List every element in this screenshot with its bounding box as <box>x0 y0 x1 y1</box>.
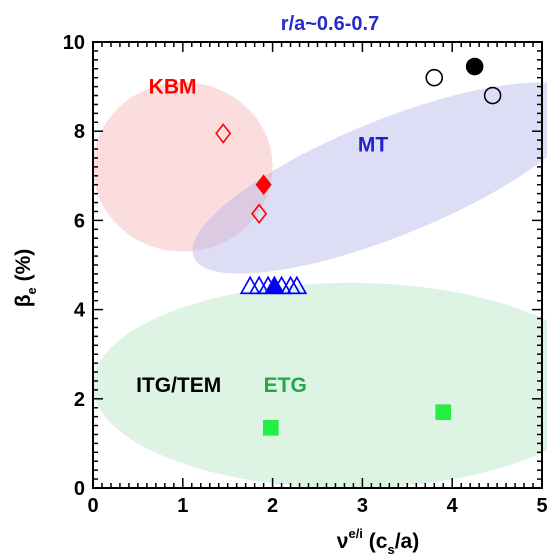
region-itg-tem-ellipse <box>93 282 547 488</box>
x-axis-label-paren-open: (c <box>363 530 388 553</box>
data-point-triangle-open <box>286 275 308 295</box>
x-axis-label-sub: s <box>387 542 394 554</box>
x-tick-label: 0 <box>87 495 98 517</box>
x-axis-label-paren-close: /a) <box>395 530 420 553</box>
x-tick-label: 3 <box>357 495 368 517</box>
x-axis-label: νe/i (cs/a) <box>337 526 419 554</box>
y-axis-label-base: β <box>12 294 35 307</box>
x-tick-label: 5 <box>536 495 547 517</box>
points-layer <box>215 57 502 436</box>
data-point-circle-filled <box>465 57 484 76</box>
y-tick-label: 2 <box>74 389 85 411</box>
region-labels-layer: KBM MT ITG/TEM ETG <box>136 75 388 397</box>
y-axis-label: βe (%) <box>12 249 39 308</box>
region-mt-ellipse <box>192 82 547 274</box>
data-point-diamond-filled <box>255 174 272 196</box>
region-etg-label: ETG <box>264 374 307 397</box>
region-itg-tem-label: ITG/TEM <box>136 374 221 397</box>
data-point-circle-open <box>483 86 502 105</box>
y-axis-label-sub: e <box>24 287 39 294</box>
x-axis-label-base: ν <box>337 530 349 553</box>
y-tick-label: 0 <box>74 478 85 500</box>
x-tick-label: 4 <box>447 495 459 517</box>
region-mt-label: MT <box>358 133 388 156</box>
y-axis-label-unit: (%) <box>12 249 35 288</box>
y-tick-label: 6 <box>74 210 85 232</box>
data-point-triangle-filled <box>264 275 285 295</box>
axes-layer: 0 1 2 3 4 5 0 2 4 6 8 10 <box>63 32 547 517</box>
data-point-diamond-open <box>251 203 268 225</box>
y-tick-label: 8 <box>74 121 85 143</box>
regions-layer <box>93 82 547 488</box>
region-kbm-label: KBM <box>149 75 197 98</box>
chart-title: r/a~0.6-0.7 <box>281 13 379 35</box>
x-tick-label: 1 <box>177 495 188 517</box>
x-axis-label-sup: e/i <box>348 526 362 541</box>
data-point-square-filled <box>435 404 452 420</box>
data-point-square-filled <box>263 419 279 436</box>
y-tick-label: 4 <box>74 300 86 322</box>
data-point-circle-open <box>425 68 444 87</box>
region-kbm-ellipse <box>93 82 273 252</box>
x-tick-label: 2 <box>267 495 278 517</box>
y-tick-label: 10 <box>63 32 85 54</box>
data-point-diamond-open <box>215 123 232 144</box>
